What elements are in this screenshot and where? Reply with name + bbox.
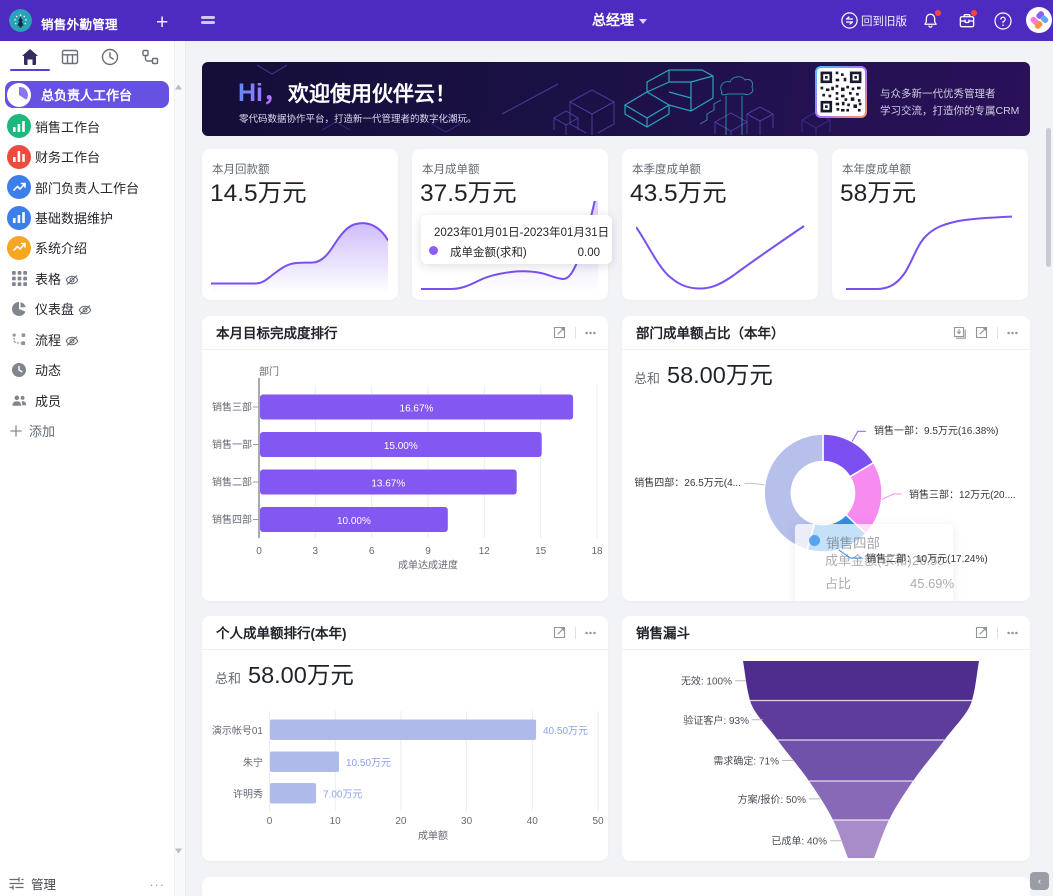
svg-text:销售一部: 销售一部: [212, 436, 252, 451]
svg-text:0: 0: [267, 812, 273, 827]
svg-text:演示帐号01: 演示帐号01: [212, 722, 264, 737]
svg-text:18: 18: [591, 542, 603, 557]
svg-text:验证客户: 93%: 验证客户: 93%: [683, 712, 749, 727]
svg-text:销售四部: 销售四部: [212, 511, 252, 526]
svg-text:10: 10: [330, 812, 342, 827]
svg-text:40: 40: [527, 812, 539, 827]
svg-text:6: 6: [369, 542, 375, 557]
svg-text:13.67%: 13.67%: [371, 475, 405, 490]
svg-text:无效: 100%: 无效: 100%: [681, 673, 732, 688]
svg-text:16.67%: 16.67%: [400, 400, 434, 415]
svg-text:20: 20: [395, 812, 407, 827]
svg-text:需求确定: 71%: 需求确定: 71%: [713, 753, 779, 768]
svg-text:9: 9: [425, 542, 431, 557]
svg-text:方案/报价: 50%: 方案/报价: 50%: [738, 791, 806, 806]
svg-text:3: 3: [313, 542, 319, 557]
svg-text:朱宁: 朱宁: [243, 754, 263, 769]
svg-text:15: 15: [535, 542, 547, 557]
svg-text:已成单: 40%: 已成单: 40%: [771, 833, 827, 848]
svg-text:40.50万元: 40.50万元: [543, 722, 588, 737]
svg-text:销售二部: 销售二部: [212, 474, 252, 489]
svg-text:50: 50: [592, 812, 604, 827]
svg-text:30: 30: [461, 812, 473, 827]
svg-text:销售三部：12万元(20....: 销售三部：12万元(20....: [909, 486, 1016, 501]
svg-text:成单达成进度: 成单达成进度: [398, 557, 458, 572]
svg-text:10.50万元: 10.50万元: [346, 754, 391, 769]
svg-text:12: 12: [479, 542, 491, 557]
svg-text:销售四部：26.5万元(4...: 销售四部：26.5万元(4...: [634, 474, 741, 489]
svg-text:0: 0: [256, 542, 262, 557]
svg-text:10.00%: 10.00%: [337, 512, 371, 527]
svg-text:7.00万元: 7.00万元: [323, 786, 362, 801]
svg-text:成单额: 成单额: [418, 827, 448, 842]
svg-text:15.00%: 15.00%: [384, 437, 418, 452]
svg-text:销售一部：9.5万元(16.38%): 销售一部：9.5万元(16.38%): [874, 422, 998, 437]
svg-text:销售三部: 销售三部: [212, 399, 252, 414]
svg-text:许明秀: 许明秀: [233, 786, 263, 801]
svg-text:部门: 部门: [259, 364, 279, 378]
